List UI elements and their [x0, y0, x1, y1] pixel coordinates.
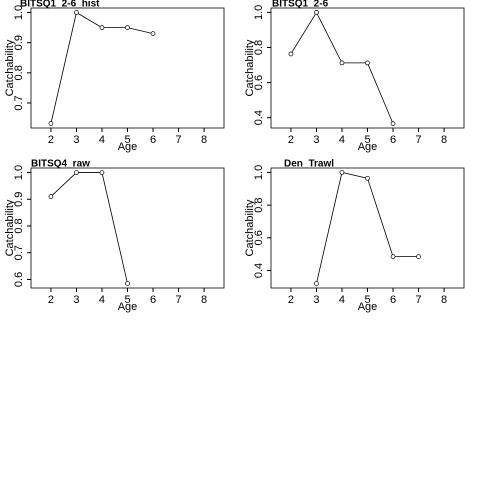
x-tick-label: 7	[415, 294, 421, 306]
x-tick-label: 4	[99, 134, 105, 146]
data-point	[339, 60, 345, 66]
x-tick-label: 5	[124, 294, 130, 306]
y-axis-label: Catchability	[4, 199, 16, 256]
x-tick-label: 3	[313, 294, 319, 306]
panel-title: BITSQ4_raw	[31, 159, 90, 170]
y-tick-label: 1.0	[253, 5, 265, 20]
x-tick-label: 7	[415, 134, 421, 146]
y-tick-label: 0.6	[253, 75, 265, 90]
y-tick-label: 0.6	[253, 230, 265, 245]
data-point	[339, 170, 345, 175]
x-tick-label: 3	[73, 134, 79, 146]
y-axis-label: Catchability	[244, 199, 256, 256]
data-point	[288, 51, 294, 57]
data-point	[150, 31, 156, 36]
x-tick-label: 8	[441, 294, 447, 306]
x-tick-label: 2	[48, 294, 54, 306]
data-point	[48, 194, 54, 199]
x-tick-label: 7	[175, 294, 181, 306]
x-tick-label: 4	[99, 294, 105, 306]
x-tick-label: 8	[201, 294, 207, 306]
x-tick-label: 4	[339, 134, 345, 146]
y-tick-label: 1.0	[13, 5, 25, 20]
x-tick-label: 7	[175, 134, 181, 146]
data-point	[125, 25, 130, 30]
x-tick-label: 6	[390, 134, 396, 146]
y-tick-label: 0.4	[253, 263, 265, 278]
x-tick-label: 8	[441, 134, 447, 146]
data-point	[390, 121, 396, 126]
x-tick-label: 5	[364, 294, 370, 306]
data-point	[125, 281, 130, 286]
data-point	[365, 60, 370, 66]
y-tick-label: 0.4	[253, 110, 265, 125]
x-tick-label: 2	[48, 134, 54, 146]
data-point	[390, 254, 396, 259]
data-point	[74, 10, 79, 15]
y-tick-label: 1.0	[13, 165, 25, 180]
x-tick-label: 5	[364, 134, 370, 146]
x-axis-label: Age	[358, 141, 378, 153]
panel-title: BITSQ1_2-6	[272, 0, 329, 10]
y-axis-label: Catchability	[4, 39, 16, 96]
y-tick-label: 0.8	[13, 218, 25, 233]
panel-title: BITSQ1_2-6_hist	[20, 0, 100, 10]
y-tick-label: 0.8	[13, 65, 25, 80]
x-tick-label: 6	[150, 294, 156, 306]
y-tick-label: 1.0	[253, 165, 265, 180]
plot-box	[270, 7, 465, 129]
data-line	[50, 172, 128, 284]
panel-title: Den_Trawl	[284, 159, 334, 170]
data-point	[99, 170, 105, 175]
x-tick-label: 6	[150, 134, 156, 146]
data-point	[48, 121, 54, 126]
data-point	[416, 254, 421, 259]
x-tick-label: 5	[124, 134, 130, 146]
plot-box	[30, 167, 225, 289]
y-tick-label: 0.9	[13, 192, 25, 207]
y-tick-label: 0.7	[13, 245, 25, 260]
x-tick-label: 3	[73, 294, 79, 306]
y-tick-label: 0.6	[13, 272, 25, 287]
x-tick-label: 2	[288, 294, 294, 306]
x-tick-label: 6	[390, 294, 396, 306]
x-tick-label: 2	[288, 134, 294, 146]
y-axis-label: Catchability	[244, 39, 256, 96]
y-tick-label: 0.9	[13, 35, 25, 50]
data-point	[314, 10, 319, 15]
x-axis-label: Age	[358, 301, 378, 313]
data-point	[74, 170, 79, 175]
y-tick-label: 0.7	[13, 95, 25, 110]
x-tick-label: 3	[313, 134, 319, 146]
x-tick-label: 4	[339, 294, 345, 306]
data-line	[290, 11, 394, 124]
data-line	[316, 171, 419, 284]
y-tick-label: 0.8	[253, 197, 265, 212]
data-point	[99, 25, 105, 30]
x-axis-label: Age	[118, 141, 138, 153]
data-point	[365, 175, 370, 181]
plot-box	[270, 167, 465, 289]
y-tick-label: 0.8	[253, 40, 265, 55]
x-axis-label: Age	[118, 301, 138, 313]
x-tick-label: 8	[201, 134, 207, 146]
data-point	[314, 281, 319, 286]
